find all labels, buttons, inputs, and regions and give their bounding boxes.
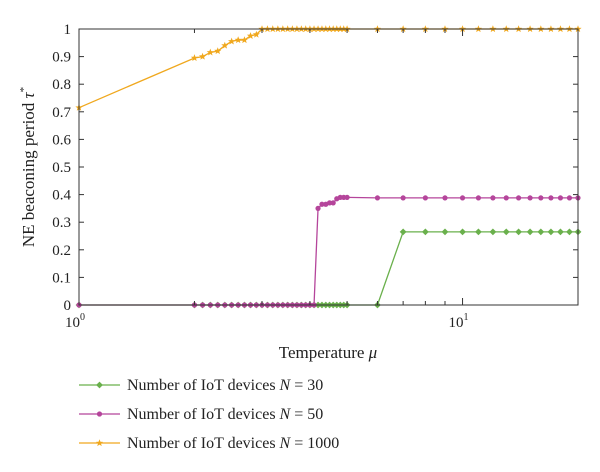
y-tick-label: 1 <box>64 22 72 38</box>
data-point <box>326 200 333 206</box>
data-point <box>374 195 381 201</box>
data-point <box>475 228 482 236</box>
data-point <box>548 195 554 201</box>
data-point <box>441 228 449 236</box>
y-tick-label: 0.9 <box>52 50 71 66</box>
data-point <box>319 201 325 207</box>
y-tick-label: 0.5 <box>52 160 71 176</box>
data-point <box>421 228 429 236</box>
y-tick-label: 0 <box>64 298 72 314</box>
legend-entry: Number of IoT devices N = 1000 <box>79 435 339 452</box>
data-point <box>246 32 255 39</box>
data-point <box>206 48 214 56</box>
y-tick-label: 0.6 <box>52 132 71 148</box>
x-axis-label-text: Temperature <box>279 343 365 362</box>
series-line <box>79 196 578 306</box>
legend-swatch-marker <box>96 381 103 389</box>
data-point <box>214 47 222 55</box>
data-point <box>566 228 573 236</box>
data-point <box>502 228 510 236</box>
data-point <box>475 195 482 201</box>
y-axis-label: NE beaconing period τ* <box>18 87 38 247</box>
series-0 <box>75 228 582 309</box>
legend-swatch-marker <box>95 439 104 447</box>
data-point <box>344 194 350 200</box>
data-point <box>515 228 522 236</box>
series-line <box>78 28 578 109</box>
legend-label: Number of IoT devices N = 50 <box>127 406 323 423</box>
axis-ticks: 0 0.1 0.2 0.3 0.4 0.5 0.6 0.7 0.8 0.9 1 100 101 <box>52 22 578 331</box>
legend: Number of IoT devices N = 30 Number of Io… <box>79 377 339 452</box>
y-tick-label: 0.7 <box>52 105 71 121</box>
y-tick-label: 0.4 <box>52 188 71 204</box>
data-point <box>547 228 555 236</box>
y-tick-label: 0.3 <box>52 215 71 231</box>
y-axis-label-sup: * <box>18 87 30 93</box>
data-point <box>515 195 522 201</box>
legend-entry: Number of IoT devices N = 30 <box>79 377 323 394</box>
series-1 <box>76 194 581 308</box>
legend-swatch-marker <box>96 411 103 417</box>
plot-marks <box>75 25 582 309</box>
series-2 <box>75 25 582 111</box>
data-point <box>399 228 407 236</box>
data-point <box>526 228 534 236</box>
data-point <box>228 37 236 45</box>
legend-label: Number of IoT devices N = 1000 <box>127 435 339 452</box>
y-tick-label: 0.8 <box>52 77 71 93</box>
data-point <box>252 30 260 38</box>
data-point <box>537 228 545 236</box>
y-axis-label-text: NE beaconing period <box>19 102 38 247</box>
data-point <box>198 52 207 60</box>
data-point <box>527 195 533 201</box>
legend-entry: Number of IoT devices N = 50 <box>79 406 323 423</box>
y-axis-label-var: τ <box>19 91 38 98</box>
data-point <box>489 228 497 236</box>
data-point <box>330 200 336 206</box>
y-tick-label: 0.2 <box>52 243 71 259</box>
x-axis-label: Temperature μ <box>279 343 377 362</box>
data-point <box>422 195 428 201</box>
series-line <box>79 231 578 306</box>
x-axis-label-var: μ <box>368 343 378 362</box>
data-point <box>503 195 509 201</box>
data-point <box>566 195 573 201</box>
data-point <box>221 41 229 49</box>
data-point <box>400 195 406 201</box>
y-tick-label: 0.1 <box>52 270 71 286</box>
data-point <box>459 195 466 201</box>
data-point <box>240 36 249 44</box>
data-point <box>557 195 564 201</box>
data-point <box>557 228 564 236</box>
data-point <box>459 228 466 236</box>
data-point <box>442 195 448 201</box>
data-point <box>490 195 496 201</box>
data-point <box>315 205 321 211</box>
data-point <box>234 36 242 44</box>
data-point <box>190 54 199 62</box>
x-tick-label: 101 <box>449 312 469 331</box>
x-tick-label: 100 <box>65 312 85 331</box>
data-point <box>538 195 544 201</box>
legend-label: Number of IoT devices N = 30 <box>127 377 323 394</box>
plot-frame <box>78 28 579 306</box>
